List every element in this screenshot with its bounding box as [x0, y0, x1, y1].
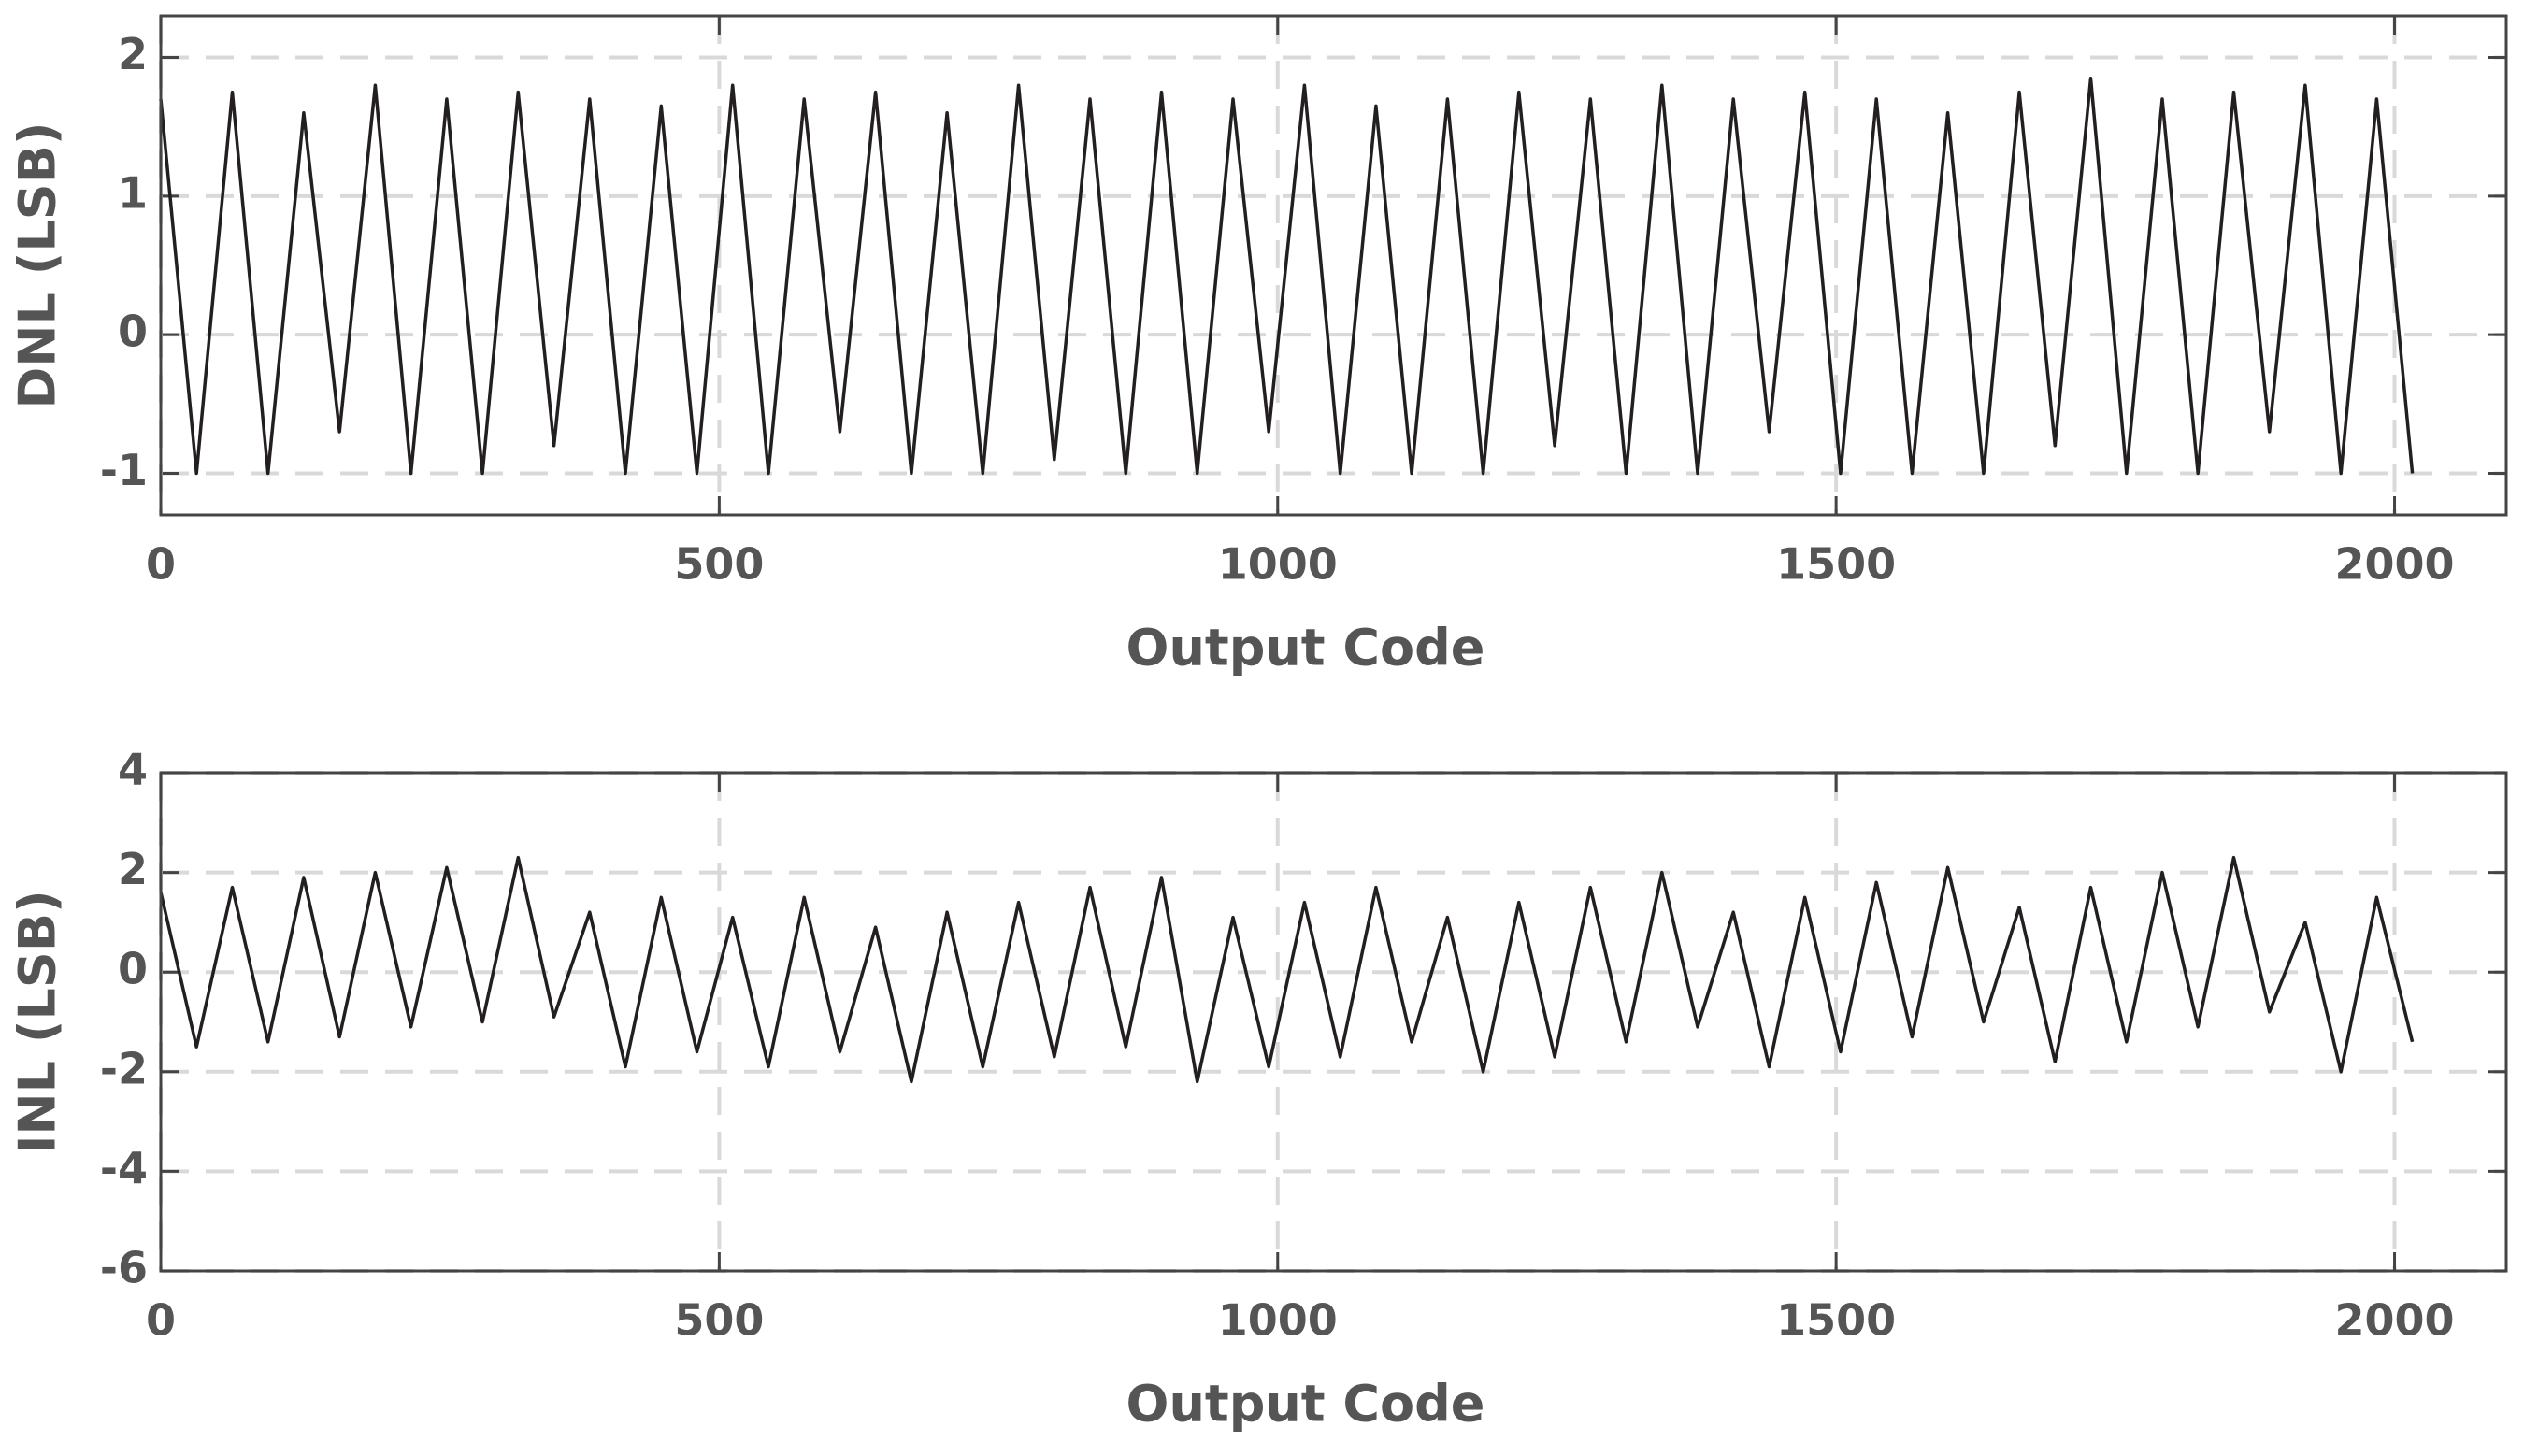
- y-tick-label: 2: [118, 29, 148, 79]
- y-tick-label: 0: [118, 307, 148, 357]
- x-tick-label: 0: [146, 1295, 176, 1346]
- y-tick-label: -1: [100, 445, 148, 495]
- x-tick-label: 1000: [1218, 1295, 1338, 1346]
- x-tick-label: 500: [674, 1295, 764, 1346]
- y-tick-label: -6: [100, 1243, 148, 1293]
- y-axis-label: DNL (LSB): [8, 121, 67, 408]
- y-tick-label: -2: [100, 1043, 148, 1093]
- x-tick-label: 0: [146, 539, 176, 590]
- plot-frame: [159, 771, 2508, 1273]
- y-tick-label: -4: [100, 1143, 148, 1193]
- x-tick-label: 2000: [2335, 539, 2455, 590]
- y-axis-label: INL (LSB): [8, 890, 67, 1153]
- x-tick-label: 2000: [2335, 1295, 2455, 1346]
- y-tick-label: 0: [118, 944, 148, 994]
- x-tick-label: 1000: [1218, 539, 1338, 590]
- x-tick-label: 1500: [1776, 1295, 1896, 1346]
- y-tick-label: 2: [118, 844, 148, 894]
- data-line: [159, 76, 2415, 476]
- x-axis-label: Output Code: [1126, 619, 1485, 678]
- y-tick-label: 1: [118, 167, 148, 218]
- y-tick-label: 4: [118, 745, 148, 795]
- x-tick-label: 500: [674, 539, 764, 590]
- x-tick-label: 1500: [1776, 539, 1896, 590]
- x-axis-label: Output Code: [1126, 1375, 1485, 1434]
- data-line: [159, 855, 2415, 1084]
- plot-frame: [159, 14, 2508, 517]
